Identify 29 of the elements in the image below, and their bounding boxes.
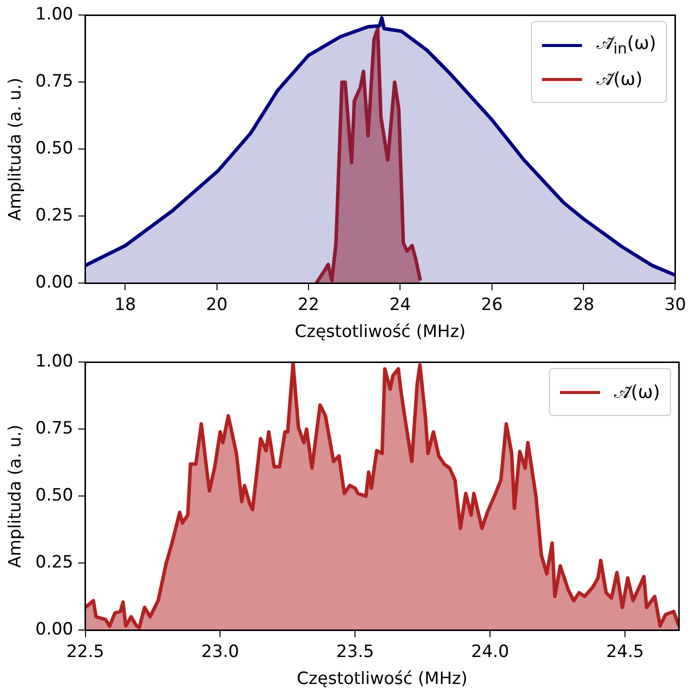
x-tick-label: 23.0	[201, 642, 240, 662]
x-axis-title: Częstotliwość (MHz)	[294, 322, 466, 342]
y-tick-label: 1.00	[35, 4, 74, 25]
x-tick-label: 22.5	[66, 642, 104, 662]
x-tick-label: 24.5	[606, 642, 644, 662]
y-tick-label: 0.50	[35, 138, 74, 159]
legend-label: 𝒜̃$_{in}$(ω)	[596, 32, 656, 58]
y-tick-label: 0.00	[35, 620, 74, 640]
y-axis-title: Amplituda (a. u.)	[6, 78, 26, 221]
x-tick-label: 26	[481, 294, 503, 315]
y-axis-title: Amplituda (a. u.)	[6, 424, 26, 568]
y-tick-label: 0.75	[35, 418, 74, 439]
x-tick-label: 30	[664, 294, 686, 315]
x-tick-label: 28	[572, 294, 594, 315]
x-axis-title: Częstotliwość (MHz)	[296, 669, 468, 690]
x-tick-label: 24.0	[471, 642, 510, 662]
y-tick-label: 0.75	[35, 72, 74, 92]
x-tick-label: 22	[298, 294, 320, 315]
y-tick-label: 0.25	[35, 552, 74, 573]
y-tick-label: 0.25	[35, 206, 74, 226]
x-tick-label: 24	[389, 294, 411, 315]
legend-label: 𝒜̃(ω)	[614, 382, 660, 403]
x-tick-label: 18	[114, 294, 136, 315]
legend-label: 𝒜̃(ω)	[596, 68, 642, 90]
x-tick-label: 20	[206, 294, 228, 315]
y-tick-label: 0.50	[35, 486, 74, 506]
y-tick-label: 1.00	[35, 352, 74, 372]
x-tick-label: 23.5	[336, 642, 374, 662]
y-tick-label: 0.00	[35, 272, 74, 293]
